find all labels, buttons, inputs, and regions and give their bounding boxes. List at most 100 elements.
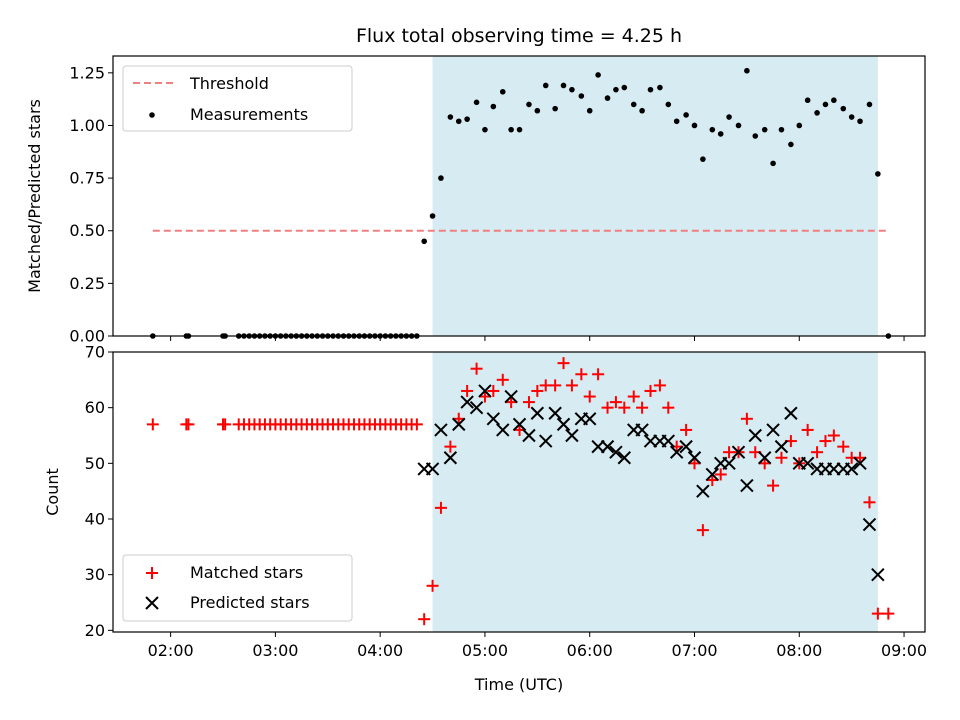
matched-star-point xyxy=(478,390,491,403)
predicted-star-point xyxy=(871,567,885,582)
measurement-point xyxy=(647,86,654,93)
predicted-star-point xyxy=(617,451,632,465)
matched-star-point xyxy=(182,418,195,431)
measurement-point xyxy=(482,126,488,133)
measurement-point xyxy=(691,122,698,129)
matched-star-point xyxy=(575,368,588,381)
predicted-star-point xyxy=(583,412,597,426)
measurement-point xyxy=(595,72,601,78)
measurement-point xyxy=(875,171,881,177)
measurement-point xyxy=(508,126,514,133)
bottom-xtick-label: 06:00 xyxy=(567,641,613,660)
matched-star-point xyxy=(601,401,614,414)
measurement-point xyxy=(473,99,480,106)
measurement-point xyxy=(613,86,619,93)
predicted-star-point xyxy=(565,428,579,443)
measurement-point xyxy=(560,82,567,89)
bottom-shaded-span xyxy=(432,352,878,632)
predicted-star-point xyxy=(469,400,484,415)
measurement-point xyxy=(542,82,549,89)
top-y-axis-label: Matched/Predicted stars xyxy=(25,99,44,293)
bottom-xtick-label: 05:00 xyxy=(462,641,508,660)
measurement-point xyxy=(499,88,506,95)
bottom-xtick-label: 08:00 xyxy=(776,641,822,660)
predicted-star-point xyxy=(591,439,605,454)
bottom-axes-frame xyxy=(112,351,926,633)
matched-star-point xyxy=(522,396,535,409)
measurement-point xyxy=(438,175,444,181)
measurement-point xyxy=(586,107,593,114)
predicted-star-point xyxy=(844,462,859,476)
measurement-point xyxy=(857,118,863,125)
measurement-point xyxy=(639,107,645,114)
matched-star-point xyxy=(636,401,649,414)
measurement-point xyxy=(700,156,706,162)
bottom-ytick-label: 70 xyxy=(85,343,105,362)
measurement-point xyxy=(516,126,523,133)
legend-predicted-swatch xyxy=(145,596,159,610)
measurement-point xyxy=(526,101,532,108)
predicted-star-point xyxy=(731,445,746,459)
predicted-star-point xyxy=(827,462,841,476)
predicted-star-point xyxy=(669,445,684,459)
legend-predicted-label: Predicted stars xyxy=(190,593,310,612)
measurement-point xyxy=(735,122,742,129)
bottom-ytick-label: 30 xyxy=(85,565,105,584)
predicted-star-point xyxy=(512,417,527,432)
measurement-point xyxy=(770,160,776,167)
top-ytick-label: 0.75 xyxy=(69,169,105,188)
matched-star-point xyxy=(557,357,570,370)
matched-star-point xyxy=(758,457,771,470)
bottom-xtick-label: 07:00 xyxy=(671,641,717,660)
predicted-star-point xyxy=(504,389,518,404)
bottom-ytick-label: 40 xyxy=(85,509,105,528)
measurement-point xyxy=(657,84,663,91)
predicted-star-point xyxy=(460,395,474,409)
predicted-star-point xyxy=(478,384,492,398)
bottom-xtick-label: 03:00 xyxy=(252,641,298,660)
matched-star-point xyxy=(549,379,562,392)
predicted-star-point xyxy=(522,428,536,443)
measurement-point xyxy=(464,116,470,122)
measurement-point xyxy=(726,114,732,120)
matched-star-point xyxy=(618,401,631,414)
top-ytick-label: 1.00 xyxy=(69,116,105,135)
measurement-point xyxy=(665,101,672,108)
legend-matched-label: Matched stars xyxy=(190,563,303,582)
measurement-point xyxy=(421,238,427,245)
predicted-star-point xyxy=(705,467,720,482)
measurement-point xyxy=(822,101,829,108)
matched-star-point xyxy=(505,396,518,409)
measurement-point xyxy=(761,126,768,133)
measurement-point xyxy=(604,95,611,101)
matched-star-point xyxy=(714,468,727,481)
predicted-star-point xyxy=(425,462,440,476)
matched-star-point xyxy=(837,440,850,453)
measurement-point xyxy=(569,86,575,93)
matched-star-point xyxy=(565,379,578,392)
matched-star-point xyxy=(426,579,439,592)
measurement-point xyxy=(534,107,541,114)
predicted-star-point xyxy=(853,456,867,471)
measurement-point xyxy=(788,141,794,148)
measurement-point xyxy=(848,114,855,120)
predicted-star-point xyxy=(661,434,676,448)
predicted-star-point xyxy=(643,434,658,448)
matched-star-point xyxy=(531,384,544,397)
top-ytick-label: 1.25 xyxy=(69,63,105,82)
bottom-ytick-label: 60 xyxy=(85,398,105,417)
bottom-legend-box xyxy=(122,554,353,622)
matched-star-point xyxy=(470,362,483,375)
bottom-xtick-label: 04:00 xyxy=(357,641,403,660)
top-ytick-label: 0.50 xyxy=(69,221,105,240)
measurement-point xyxy=(840,105,847,112)
measurement-point xyxy=(717,131,724,137)
measurement-point xyxy=(552,105,558,112)
predicted-star-point xyxy=(600,439,615,454)
matched-star-point xyxy=(819,435,832,448)
bottom-panel: 20 30 40 50 60 70 02:00 03:00 04:00 05:00 06:00 07:… xyxy=(43,343,927,695)
predicted-star-point xyxy=(434,423,448,437)
matched-star-point xyxy=(696,524,709,537)
predicted-star-point xyxy=(443,451,458,465)
